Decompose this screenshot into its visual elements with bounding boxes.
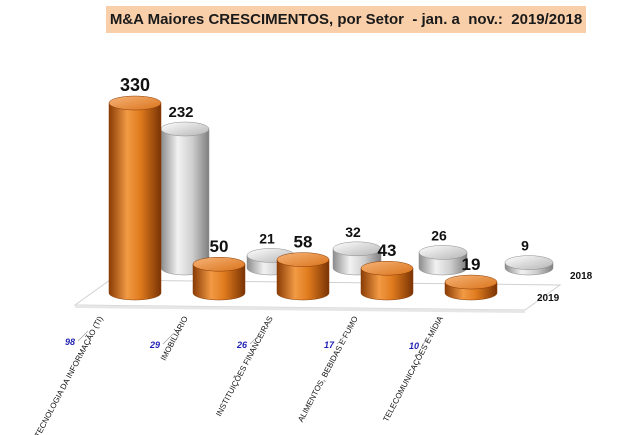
chart-title-banner: M&A Maiores CRESCIMENTOS, por Setor - ja… (106, 6, 586, 33)
data-label-2019-5: 19 (462, 255, 481, 274)
category-count-3: 26 (236, 340, 248, 350)
bar-top (108, 95, 162, 111)
bar-2019-5 (444, 274, 498, 301)
category-label-5: TELECOMUNICAÇÕES E MÍDIA (381, 314, 445, 423)
category-leader-2 (162, 333, 174, 345)
category-count-2: 29 (149, 340, 160, 350)
chart-floor-edge (75, 305, 525, 313)
bar-top (160, 121, 210, 137)
data-label-2019-4: 43 (378, 241, 397, 260)
category-label-2: IMOBILIÁRIO (159, 315, 190, 362)
data-label-2018-1: 232 (168, 104, 193, 121)
bar-2018-4 (418, 245, 468, 276)
category-leader-3 (249, 333, 261, 345)
bar-body (276, 259, 330, 301)
data-label-2018-2: 21 (259, 230, 275, 246)
bar-2019-1 (108, 95, 162, 301)
bar-body (160, 128, 210, 276)
chart-title: M&A Maiores CRESCIMENTOS, por Setor - ja… (109, 11, 583, 28)
category-leader-4 (336, 333, 348, 345)
bar-top (504, 255, 554, 270)
bar-top (418, 245, 468, 260)
bar-top (276, 252, 330, 267)
bar-body (108, 102, 162, 301)
bar-body (360, 267, 414, 301)
bar-2019-3 (276, 252, 330, 301)
bar-2018-5 (504, 255, 554, 276)
data-label-2019-3: 58 (294, 233, 313, 252)
bar-top (444, 274, 498, 290)
category-label-1: TECNOLOGIA DA INFORMAÇÃO (TI) (33, 314, 105, 435)
category-leader-1 (77, 330, 89, 342)
data-label-2019-2: 50 (210, 237, 229, 256)
series-label-2019: 2019 (537, 293, 560, 304)
data-label-2018-3: 32 (345, 224, 361, 240)
data-label-2018-4: 26 (431, 227, 447, 243)
category-label-4: ALIMENTOS, BEBIDAS E FUMO (296, 315, 360, 424)
series-label-2018: 2018 (570, 271, 593, 282)
data-label-2019-1: 330 (120, 75, 150, 95)
category-label-3: INSTITUIÇÕES FINANCEIRAS (214, 315, 275, 418)
category-count-4: 17 (324, 340, 335, 350)
bar-2019-4 (360, 260, 414, 301)
category-count-5: 10 (409, 341, 419, 351)
data-label-2018-5: 9 (521, 238, 529, 254)
bar-2019-2 (192, 256, 246, 301)
bar-top (360, 260, 414, 276)
bar-top (192, 256, 246, 272)
category-count-1: 98 (65, 337, 75, 347)
category-leader-5 (421, 334, 433, 346)
bar-body (192, 263, 246, 301)
bar-2018-1 (160, 121, 210, 276)
bar-top (332, 241, 382, 257)
